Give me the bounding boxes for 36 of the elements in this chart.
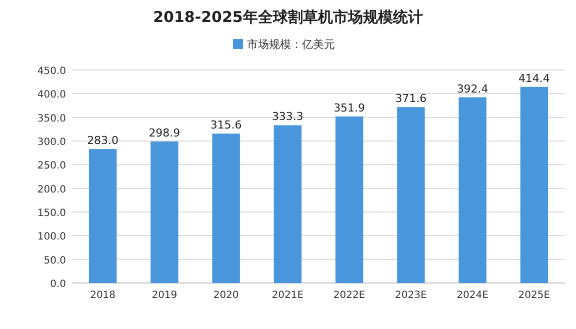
y-tick-label: 250.0 [37, 160, 66, 172]
y-tick-label: 100.0 [37, 232, 66, 243]
y-tick-label: 350.0 [37, 113, 66, 124]
bar [335, 116, 364, 283]
bar [397, 107, 425, 283]
y-tick-label: 150.0 [37, 208, 66, 219]
data-label: 298.9 [148, 126, 180, 140]
data-label: 351.9 [334, 101, 366, 114]
x-tick-label: 2021E [272, 290, 304, 301]
y-tick-label: 200.0 [37, 184, 66, 196]
data-label: 283.0 [87, 134, 119, 148]
y-tick-label: 50.0 [44, 255, 66, 266]
x-tick-label: 2022E [333, 290, 366, 301]
data-label: 315.6 [210, 118, 242, 132]
chart-title: 2018-2025年全球割草机市场规模统计 [153, 8, 423, 26]
bar [458, 97, 486, 283]
bar [212, 134, 240, 283]
y-tick-label: 300.0 [37, 137, 66, 148]
x-tick-label: 2019 [152, 290, 178, 301]
x-tick-label: 2025E [518, 290, 550, 301]
data-label: 414.4 [518, 72, 550, 85]
y-tick-label: 400.0 [37, 90, 66, 101]
x-tick-label: 2018 [90, 290, 116, 301]
data-label: 333.3 [272, 110, 304, 124]
legend-label: 市场规模：亿美元 [247, 38, 335, 51]
bar [150, 142, 178, 283]
x-tick-label: 2020 [213, 290, 239, 301]
data-label: 392.4 [456, 82, 488, 96]
x-tick-label: 2024E [456, 290, 488, 301]
bar [520, 86, 548, 283]
data-label: 371.6 [395, 92, 427, 106]
bar [88, 149, 117, 283]
y-tick-label: 450.0 [37, 66, 66, 77]
bar [274, 125, 302, 283]
x-tick-label: 2023E [395, 290, 427, 301]
y-tick-label: 0.0 [50, 279, 66, 290]
